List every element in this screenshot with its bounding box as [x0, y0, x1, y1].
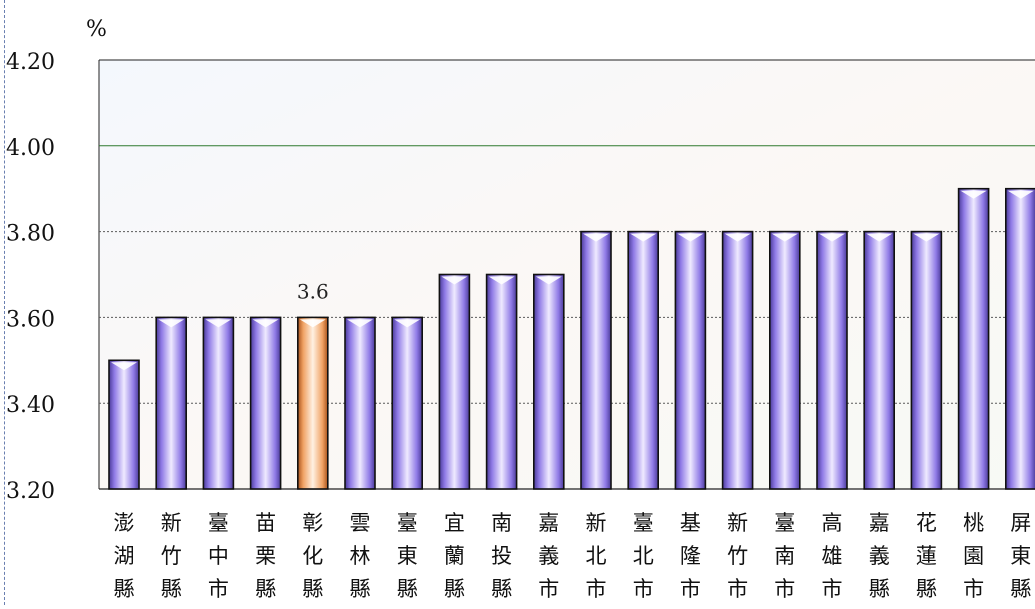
- bar-bevel: [583, 233, 609, 242]
- bar-苗栗縣: [249, 316, 282, 490]
- bar-臺北市: [627, 230, 660, 490]
- bar-嘉義市: [532, 273, 565, 490]
- x-category-label: 高雄市: [822, 511, 843, 601]
- bar-bevel: [488, 276, 515, 285]
- bar-臺東縣: [391, 316, 424, 490]
- left-border-rule: [4, 0, 5, 605]
- bar-bevel: [347, 319, 373, 328]
- bar-bevel: [205, 319, 232, 328]
- bar-bevel: [771, 233, 798, 242]
- x-category-label: 臺南市: [774, 511, 795, 601]
- bar-屏東縣: [1004, 187, 1035, 490]
- bar-bevel: [724, 233, 751, 242]
- y-tick-label: 4.20: [6, 50, 55, 75]
- x-category-label: 新竹市: [727, 511, 748, 601]
- x-category-label: 嘉義市: [538, 511, 559, 601]
- bar-桃園市: [957, 187, 990, 490]
- y-unit-label: %: [86, 17, 107, 42]
- bar-宜蘭縣: [438, 273, 471, 490]
- bar-臺南市: [768, 230, 801, 490]
- bar-彰化縣: [296, 316, 329, 490]
- bar-bevel: [630, 233, 657, 242]
- x-category-label: 臺東縣: [397, 511, 418, 601]
- bar-bevel: [394, 319, 421, 328]
- x-category-label: 雲林縣: [350, 511, 371, 601]
- x-category-label: 南投縣: [491, 511, 512, 601]
- bar-高雄市: [816, 230, 848, 490]
- x-category-label: 澎湖縣: [114, 511, 135, 601]
- bar-bevel: [960, 190, 987, 199]
- x-category-label: 彰化縣: [302, 511, 323, 601]
- bar-bevel: [677, 233, 704, 242]
- bar-bevel: [535, 276, 562, 285]
- x-category-label: 苗栗縣: [255, 511, 276, 601]
- bar-bevel: [819, 233, 845, 242]
- bar-嘉義縣: [863, 230, 896, 490]
- bar-花蓮縣: [910, 230, 943, 490]
- y-tick-label: 3.60: [6, 307, 55, 332]
- x-category-label: 屏東縣: [1010, 511, 1031, 601]
- x-category-label: 桃園市: [963, 511, 984, 601]
- y-tick-label: 3.40: [6, 393, 55, 418]
- bar-新竹市: [721, 230, 754, 490]
- x-category-label: 新竹縣: [161, 511, 182, 601]
- x-category-label: 新北市: [586, 511, 607, 601]
- bar-臺中市: [202, 316, 235, 490]
- x-category-label: 臺中市: [208, 511, 229, 601]
- x-category-label: 臺北市: [633, 511, 654, 601]
- bar-bevel: [441, 276, 468, 285]
- x-category-label: 基隆市: [680, 511, 701, 601]
- bar-bevel: [158, 319, 185, 328]
- bar-南投縣: [485, 273, 518, 490]
- x-category-label: 嘉義縣: [869, 511, 890, 601]
- bar-澎湖縣: [108, 359, 140, 490]
- bar-新竹縣: [155, 316, 187, 490]
- bar-bevel: [252, 319, 279, 328]
- x-category-label: 花蓮縣: [916, 511, 937, 601]
- bar-bevel: [111, 362, 137, 371]
- x-category-label: 宜蘭縣: [444, 511, 465, 601]
- bar-bevel: [913, 233, 940, 242]
- y-tick-label: 4.00: [6, 136, 55, 161]
- bar-基隆市: [674, 230, 707, 490]
- bar-新北市: [580, 230, 612, 490]
- data-label: 3.6: [297, 279, 329, 303]
- bar-bevel: [299, 319, 326, 328]
- bar-bevel: [866, 233, 893, 242]
- bar-雲林縣: [344, 316, 376, 490]
- bar-bevel: [1007, 190, 1034, 199]
- y-tick-label: 3.20: [6, 479, 55, 504]
- y-tick-label: 3.80: [6, 222, 55, 247]
